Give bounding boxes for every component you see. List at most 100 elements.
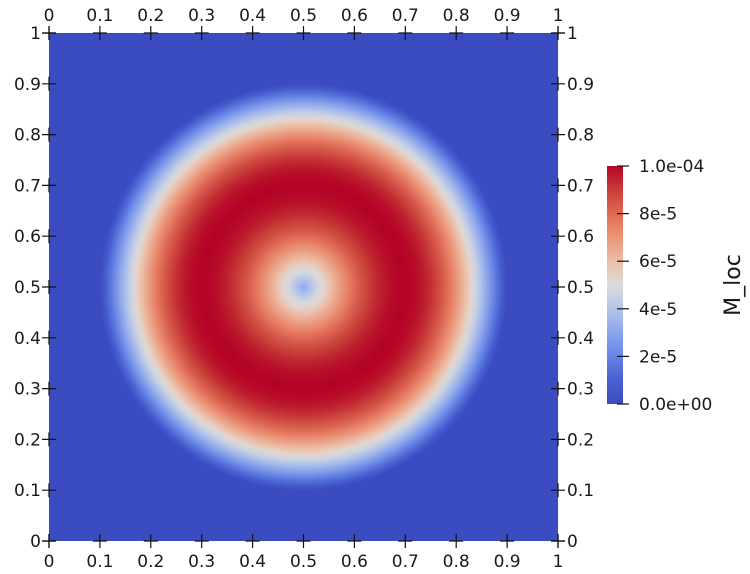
y-tick-left-5 [42, 280, 56, 294]
y-tick-label-right: 0.8 [567, 126, 594, 146]
x-tick-bottom-7 [398, 534, 413, 548]
y-tick-right-1 [551, 483, 565, 498]
x-tick-bottom-8 [449, 534, 464, 548]
x-tick-label-top: 0 [44, 6, 55, 26]
y-tick-label-left: 0.5 [14, 278, 41, 298]
colorbar-tick-label: 4e-5 [639, 300, 677, 320]
x-tick-label-bottom: 0.7 [392, 552, 419, 572]
x-tick-top-5 [296, 26, 311, 40]
y-tick-label-right: 0.1 [567, 481, 594, 501]
x-tick-label-top: 0.9 [494, 6, 521, 26]
y-tick-left-0 [42, 534, 56, 548]
y-tick-label-right: 0.9 [567, 75, 594, 95]
y-tick-left-1 [42, 483, 56, 498]
y-tick-label-left: 0.3 [14, 380, 41, 400]
y-tick-left-2 [42, 432, 56, 447]
y-tick-label-left: 0.2 [14, 430, 41, 450]
y-tick-label-right: 1 [567, 24, 578, 44]
x-tick-label-top: 0.2 [137, 6, 164, 26]
y-tick-right-2 [551, 432, 565, 447]
y-tick-labels-right: 0 0.1 0.2 0.3 0.4 0.5 0.6 0.7 0.8 0.9 1 [567, 24, 594, 552]
colorbar-title: M_loc [721, 254, 746, 316]
y-tick-label-left: 1 [30, 24, 41, 44]
y-tick-right-6 [551, 229, 565, 244]
x-tick-top-2 [143, 26, 158, 40]
y-tick-left-3 [42, 381, 56, 396]
x-tick-bottom-9 [500, 534, 515, 548]
y-tick-right-5 [551, 280, 565, 294]
x-tick-bottom-2 [143, 534, 158, 548]
y-tick-right-7 [551, 178, 565, 193]
x-tick-labels-bottom: 0 0.1 0.2 0.3 0.4 0.5 0.6 0.7 0.8 0.9 1 [44, 552, 564, 572]
x-tick-bottom-3 [194, 534, 209, 548]
y-tick-label-left: 0.1 [14, 481, 41, 501]
colorbar-tick-label: 0.0e+00 [639, 395, 712, 415]
x-tick-label-bottom: 1 [553, 552, 564, 572]
x-tick-bottom-5 [296, 534, 311, 548]
x-tick-top-6 [347, 26, 362, 40]
x-tick-label-bottom: 0.6 [341, 552, 368, 572]
x-tick-label-top: 0.6 [341, 6, 368, 26]
x-tick-top-9 [500, 26, 515, 40]
x-tick-label-top: 0.7 [392, 6, 419, 26]
x-tick-label-bottom: 0.5 [290, 552, 317, 572]
x-tick-label-top: 1 [553, 6, 564, 26]
y-tick-label-right: 0.6 [567, 227, 594, 247]
y-tick-label-right: 0.3 [567, 380, 594, 400]
y-tick-label-right: 0.2 [567, 430, 594, 450]
y-tick-right-3 [551, 381, 565, 396]
colorbar: 0.0e+00 2e-5 4e-5 6e-5 8e-5 1.0e-04 [607, 157, 712, 415]
y-tick-left-9 [42, 76, 56, 91]
x-tick-top-4 [245, 26, 260, 40]
x-tick-top-7 [398, 26, 413, 40]
y-tick-left-4 [42, 330, 56, 345]
y-tick-label-left: 0.9 [14, 75, 41, 95]
y-tick-label-left: 0.8 [14, 126, 41, 146]
x-tick-label-bottom: 0.8 [443, 552, 470, 572]
y-tick-right-10 [551, 26, 565, 40]
x-tick-top-1 [92, 26, 107, 40]
heatmap-ring-field [99, 83, 508, 491]
colorbar-tick-label: 2e-5 [639, 347, 677, 367]
x-tick-bottom-6 [347, 534, 362, 548]
x-tick-label-bottom: 0.1 [86, 552, 113, 572]
x-tick-label-top: 0.8 [443, 6, 470, 26]
y-tick-left-7 [42, 178, 56, 193]
y-tick-right-0 [551, 534, 565, 548]
x-tick-label-bottom: 0 [44, 552, 55, 572]
colorbar-scale [607, 166, 623, 404]
y-tick-right-8 [551, 127, 565, 142]
x-tick-label-bottom: 0.4 [239, 552, 266, 572]
y-tick-label-right: 0.5 [567, 278, 594, 298]
x-tick-top-8 [449, 26, 464, 40]
axis-ticks [42, 26, 565, 548]
x-tick-top-3 [194, 26, 209, 40]
x-tick-label-top: 0.3 [188, 6, 215, 26]
y-tick-left-6 [42, 229, 56, 244]
x-tick-label-top: 0.4 [239, 6, 266, 26]
x-tick-bottom-1 [92, 534, 107, 548]
x-tick-label-bottom: 0.9 [494, 552, 521, 572]
x-tick-label-bottom: 0.2 [137, 552, 164, 572]
x-tick-labels-top: 0 0.1 0.2 0.3 0.4 0.5 0.6 0.7 0.8 0.9 1 [44, 6, 564, 26]
colorbar-tick-label: 1.0e-04 [639, 157, 704, 177]
y-tick-label-left: 0.6 [14, 227, 41, 247]
y-tick-left-10 [42, 26, 56, 40]
y-tick-label-right: 0.4 [567, 329, 594, 349]
y-tick-label-left: 0 [30, 532, 41, 552]
y-tick-right-4 [551, 330, 565, 345]
y-tick-label-right: 0 [567, 532, 578, 552]
y-tick-label-right: 0.7 [567, 176, 594, 196]
y-tick-labels-left: 0 0.1 0.2 0.3 0.4 0.5 0.6 0.7 0.8 0.9 1 [14, 24, 41, 552]
y-tick-right-9 [551, 76, 565, 91]
x-tick-label-bottom: 0.3 [188, 552, 215, 572]
y-tick-label-left: 0.4 [14, 329, 41, 349]
colorbar-tick-label: 6e-5 [639, 252, 677, 272]
colorbar-tick-label: 8e-5 [639, 205, 677, 225]
x-tick-label-top: 0.1 [86, 6, 113, 26]
y-tick-label-left: 0.7 [14, 176, 41, 196]
y-tick-left-8 [42, 127, 56, 142]
x-tick-label-top: 0.5 [290, 6, 317, 26]
x-tick-bottom-4 [245, 534, 260, 548]
